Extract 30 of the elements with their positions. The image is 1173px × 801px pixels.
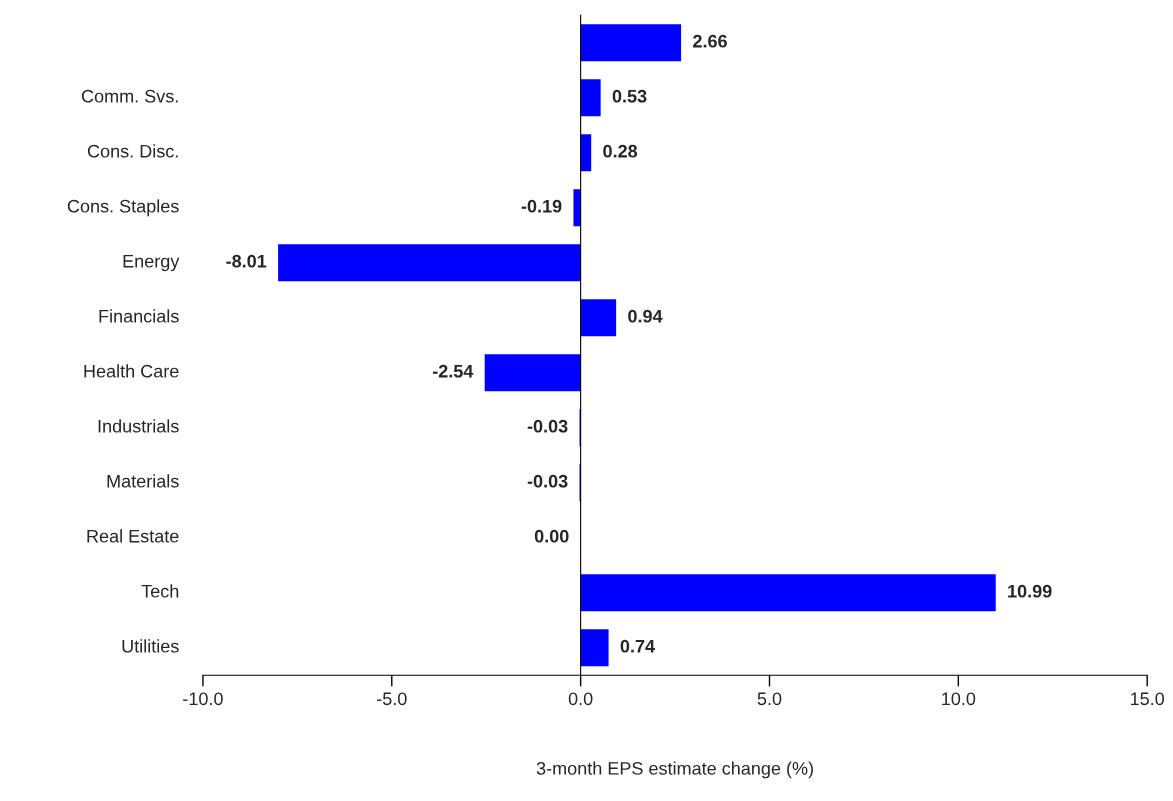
x-tick-label: 10.0: [942, 692, 976, 706]
data-label: 0.00: [534, 529, 569, 543]
data-label: 10.99: [1008, 584, 1052, 598]
x-tick-label: 15.0: [1131, 692, 1165, 706]
data-label: -0.03: [527, 474, 568, 488]
x-tick-label: 5.0: [757, 692, 782, 706]
y-tick-label: Materials: [107, 474, 179, 488]
y-tick-label: Utilities: [122, 639, 179, 653]
y-tick-label: Energy: [123, 254, 180, 272]
y-tick-label: Cons. Disc.: [87, 144, 178, 158]
x-tick-label: 0.0: [568, 692, 593, 706]
x-tick-label: -10.0: [183, 692, 223, 706]
data-label: 0.53: [612, 89, 647, 103]
data-label: 0.94: [628, 309, 663, 323]
data-label: -8.01: [226, 254, 267, 268]
data-label: 0.28: [603, 144, 638, 158]
y-tick-label: Health Care: [84, 364, 179, 378]
y-tick-label: Financials: [99, 309, 179, 323]
y-tick-label: Tech: [141, 584, 179, 598]
y-tick-label: Real Estate: [87, 529, 179, 543]
x-tick-label: -5.0: [377, 692, 407, 706]
data-label: -0.19: [521, 199, 562, 213]
data-label: 2.66: [693, 34, 727, 48]
y-tick-label: Cons. Staples: [67, 199, 179, 217]
data-label: 0.74: [620, 639, 655, 653]
x-axis-title: 3-month EPS estimate change (%): [536, 761, 813, 779]
data-label: -2.54: [432, 364, 474, 378]
y-tick-label: Industrials: [98, 419, 179, 433]
y-tick-label: Comm. Svs.: [81, 89, 178, 103]
data-label: -0.03: [527, 419, 568, 433]
